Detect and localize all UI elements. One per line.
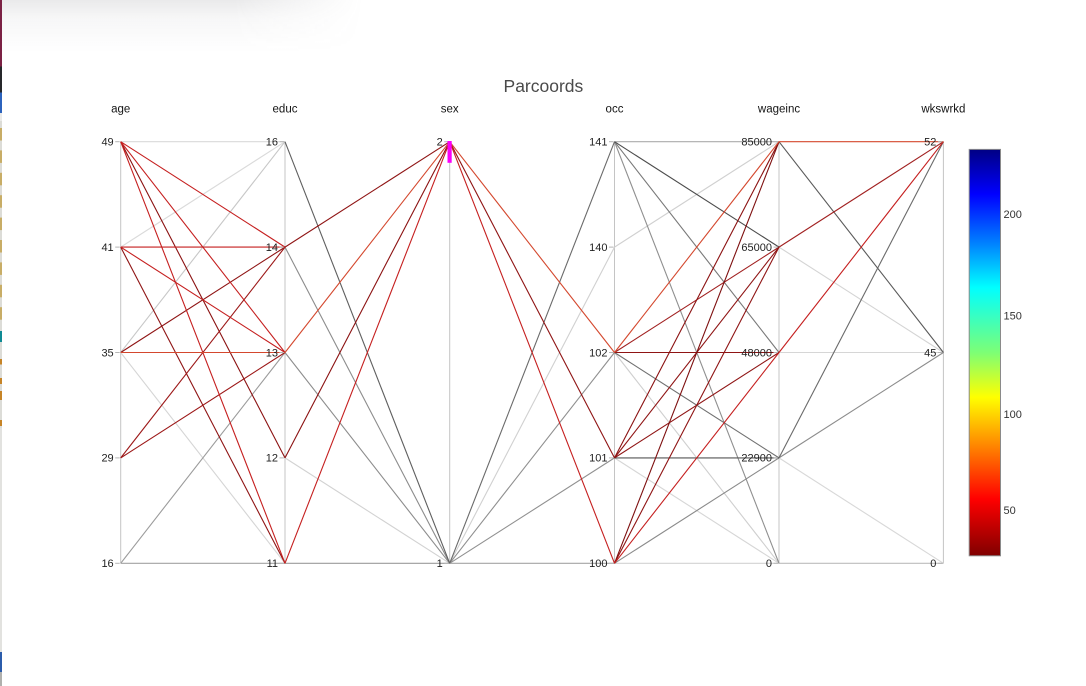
- svg-text:140: 140: [589, 242, 607, 254]
- svg-text:100: 100: [589, 558, 607, 570]
- svg-text:13: 13: [266, 347, 278, 359]
- svg-text:65000: 65000: [741, 242, 772, 254]
- svg-text:1: 1: [437, 558, 443, 570]
- svg-text:35: 35: [101, 347, 113, 359]
- svg-text:52: 52: [924, 137, 936, 149]
- svg-text:2: 2: [437, 137, 443, 149]
- svg-text:11: 11: [267, 558, 278, 570]
- svg-text:16: 16: [101, 558, 113, 570]
- svg-text:0: 0: [930, 558, 936, 570]
- svg-text:sex: sex: [441, 104, 459, 116]
- svg-text:12: 12: [266, 453, 278, 465]
- svg-text:49: 49: [101, 137, 113, 149]
- svg-text:educ: educ: [273, 104, 298, 116]
- svg-text:85000: 85000: [741, 137, 772, 149]
- svg-text:150: 150: [1004, 311, 1022, 323]
- svg-text:50: 50: [1004, 505, 1016, 517]
- svg-text:29: 29: [101, 453, 113, 465]
- svg-text:102: 102: [589, 347, 607, 359]
- svg-text:45: 45: [924, 347, 936, 359]
- svg-text:22900: 22900: [741, 453, 772, 465]
- svg-text:wkswrkd: wkswrkd: [920, 104, 965, 116]
- svg-text:16: 16: [266, 137, 278, 149]
- svg-text:200: 200: [1004, 209, 1022, 221]
- svg-text:100: 100: [1004, 409, 1022, 421]
- svg-text:14: 14: [266, 242, 278, 254]
- svg-text:occ: occ: [606, 104, 624, 116]
- svg-text:age: age: [111, 104, 130, 116]
- svg-text:0: 0: [766, 558, 772, 570]
- svg-text:41: 41: [101, 242, 113, 254]
- svg-text:48000: 48000: [741, 347, 772, 359]
- svg-text:141: 141: [589, 137, 607, 149]
- svg-text:wageinc: wageinc: [757, 104, 800, 116]
- svg-text:101: 101: [589, 453, 607, 465]
- svg-text:Parcoords: Parcoords: [504, 76, 584, 96]
